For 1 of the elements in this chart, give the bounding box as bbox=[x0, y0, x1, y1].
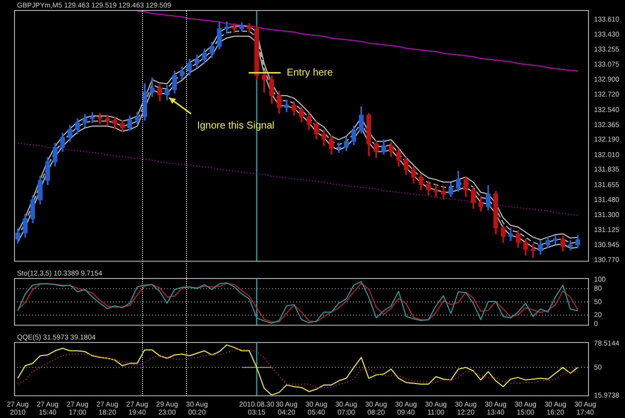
annotation: Entry here bbox=[286, 67, 334, 78]
